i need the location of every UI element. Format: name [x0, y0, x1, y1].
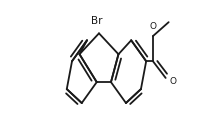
Text: O: O	[149, 22, 156, 30]
Text: Br: Br	[91, 16, 102, 26]
Text: O: O	[170, 76, 177, 85]
